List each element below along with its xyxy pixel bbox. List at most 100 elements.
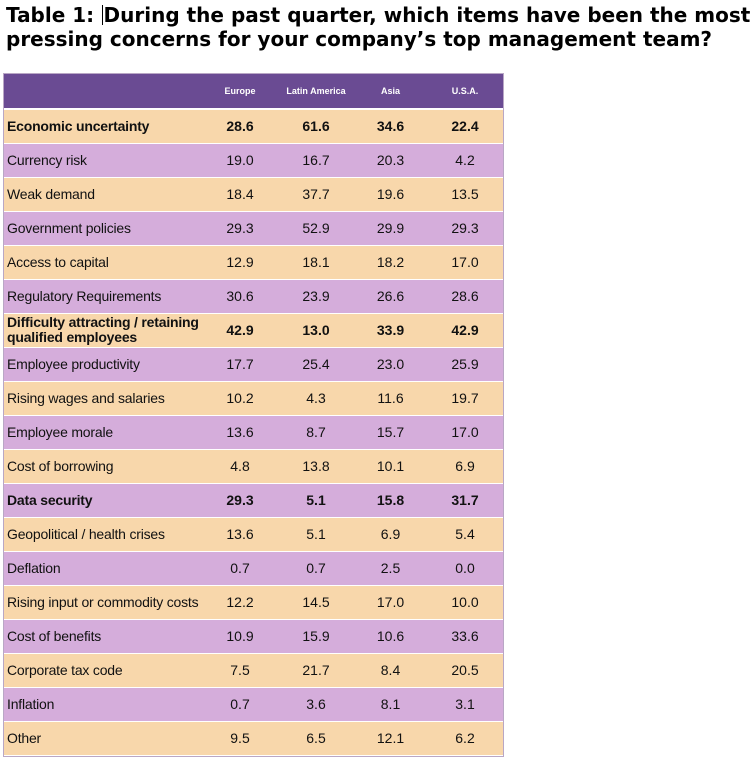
row-label: Rising wages and salaries [4, 381, 202, 415]
cell-asia: 10.1 [354, 449, 427, 483]
cell-asia: 10.6 [354, 619, 427, 653]
cell-europe: 29.3 [202, 483, 278, 517]
table-row: Currency risk 19.0 16.7 20.3 4.2 [4, 143, 503, 177]
cell-asia: 20.3 [354, 143, 427, 177]
row-label: Weak demand [4, 177, 202, 211]
cell-usa: 19.7 [427, 381, 503, 415]
table-row: Cost of borrowing 4.8 13.8 10.1 6.9 [4, 449, 503, 483]
cell-latin-america: 0.7 [278, 551, 354, 585]
cell-latin-america: 15.9 [278, 619, 354, 653]
cell-latin-america: 18.1 [278, 245, 354, 279]
cell-asia: 6.9 [354, 517, 427, 551]
cell-europe: 0.7 [202, 687, 278, 721]
cell-usa: 17.0 [427, 245, 503, 279]
table-row: Data security 29.3 5.1 15.8 31.7 [4, 483, 503, 517]
cell-asia: 23.0 [354, 347, 427, 381]
cell-asia: 15.8 [354, 483, 427, 517]
cell-latin-america: 21.7 [278, 653, 354, 687]
cell-asia: 12.1 [354, 721, 427, 755]
row-label: Cost of benefits [4, 619, 202, 653]
table-row: Weak demand 18.4 37.7 19.6 13.5 [4, 177, 503, 211]
row-label: Data security [4, 483, 202, 517]
table-row: Employee morale 13.6 8.7 15.7 17.0 [4, 415, 503, 449]
row-label: Economic uncertainty [4, 109, 202, 143]
cell-usa: 28.6 [427, 279, 503, 313]
cell-usa: 5.4 [427, 517, 503, 551]
cell-europe: 10.2 [202, 381, 278, 415]
cell-europe: 12.2 [202, 585, 278, 619]
table-row: Economic uncertainty 28.6 61.6 34.6 22.4 [4, 109, 503, 143]
cell-latin-america: 3.6 [278, 687, 354, 721]
table-number-label: Table 1: [6, 3, 95, 27]
cell-asia: 19.6 [354, 177, 427, 211]
cell-europe: 29.3 [202, 211, 278, 245]
table-title: Table 1: During the past quarter, which … [6, 3, 751, 51]
header-cell-asia: Asia [354, 74, 427, 110]
cell-latin-america: 5.1 [278, 517, 354, 551]
cell-latin-america: 4.3 [278, 381, 354, 415]
table-row: Government policies 29.3 52.9 29.9 29.3 [4, 211, 503, 245]
cell-europe: 17.7 [202, 347, 278, 381]
cell-europe: 7.5 [202, 653, 278, 687]
row-label: Government policies [4, 211, 202, 245]
row-label: Deflation [4, 551, 202, 585]
cell-latin-america: 16.7 [278, 143, 354, 177]
cell-latin-america: 13.0 [278, 313, 354, 347]
row-label: Employee morale [4, 415, 202, 449]
cell-usa: 29.3 [427, 211, 503, 245]
cell-latin-america: 37.7 [278, 177, 354, 211]
table-row: Rising wages and salaries 10.2 4.3 11.6 19.7 [4, 381, 503, 415]
cell-latin-america: 8.7 [278, 415, 354, 449]
cell-usa: 10.0 [427, 585, 503, 619]
cell-europe: 42.9 [202, 313, 278, 347]
table-row: Employee productivity 17.7 25.4 23.0 25.9 [4, 347, 503, 381]
header-cell-latin-america: Latin America [278, 74, 354, 110]
row-label: Cost of borrowing [4, 449, 202, 483]
table-row: Rising input or commodity costs 12.2 14.5 1… [4, 585, 503, 619]
cell-usa: 20.5 [427, 653, 503, 687]
cell-latin-america: 5.1 [278, 483, 354, 517]
cell-asia: 26.6 [354, 279, 427, 313]
cell-asia: 33.9 [354, 313, 427, 347]
cell-europe: 18.4 [202, 177, 278, 211]
row-label: Rising input or commodity costs [4, 585, 202, 619]
table-body: Economic uncertainty 28.6 61.6 34.6 22.4 Curr… [4, 109, 503, 755]
table-row: Corporate tax code 7.5 21.7 8.4 20.5 [4, 653, 503, 687]
header-row: Europe Latin America Asia U.S.A. [4, 74, 503, 110]
concerns-table-container: Europe Latin America Asia U.S.A. Economi… [3, 73, 504, 757]
text-cursor [101, 5, 103, 25]
table-row: Cost of benefits 10.9 15.9 10.6 33.6 [4, 619, 503, 653]
cell-asia: 29.9 [354, 211, 427, 245]
row-label: Access to capital [4, 245, 202, 279]
table-row: Difficulty attracting / retaining qualif… [4, 313, 503, 347]
cell-usa: 42.9 [427, 313, 503, 347]
cell-europe: 13.6 [202, 517, 278, 551]
cell-latin-america: 14.5 [278, 585, 354, 619]
cell-europe: 13.6 [202, 415, 278, 449]
row-label: Difficulty attracting / retaining qualif… [4, 313, 202, 347]
table-row: Inflation 0.7 3.6 8.1 3.1 [4, 687, 503, 721]
table-row: Regulatory Requirements 30.6 23.9 26.6 28.6 [4, 279, 503, 313]
cell-asia: 11.6 [354, 381, 427, 415]
cell-usa: 6.9 [427, 449, 503, 483]
cell-asia: 18.2 [354, 245, 427, 279]
cell-usa: 6.2 [427, 721, 503, 755]
cell-latin-america: 6.5 [278, 721, 354, 755]
cell-asia: 17.0 [354, 585, 427, 619]
cell-latin-america: 13.8 [278, 449, 354, 483]
table-row: Access to capital 12.9 18.1 18.2 17.0 [4, 245, 503, 279]
cell-asia: 8.1 [354, 687, 427, 721]
table-row: Other 9.5 6.5 12.1 6.2 [4, 721, 503, 755]
table-row: Geopolitical / health crises 13.6 5.1 6.9 5.… [4, 517, 503, 551]
cell-europe: 0.7 [202, 551, 278, 585]
row-label: Geopolitical / health crises [4, 517, 202, 551]
cell-europe: 10.9 [202, 619, 278, 653]
header-cell-usa: U.S.A. [427, 74, 503, 110]
cell-latin-america: 52.9 [278, 211, 354, 245]
cell-latin-america: 25.4 [278, 347, 354, 381]
cell-asia: 8.4 [354, 653, 427, 687]
cell-usa: 25.9 [427, 347, 503, 381]
cell-asia: 34.6 [354, 109, 427, 143]
row-label: Regulatory Requirements [4, 279, 202, 313]
cell-europe: 28.6 [202, 109, 278, 143]
